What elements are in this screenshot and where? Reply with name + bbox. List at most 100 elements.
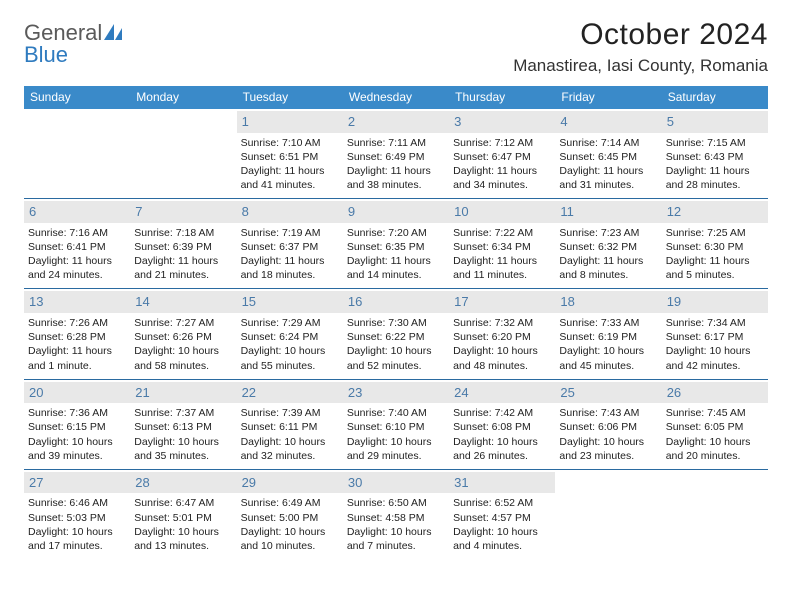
day-number-row: 6 xyxy=(24,201,130,223)
day-number-row: 31 xyxy=(449,472,555,494)
day-number-row: 14 xyxy=(130,291,236,313)
sunset-text: Sunset: 6:43 PM xyxy=(666,150,764,164)
day-number: 5 xyxy=(667,114,674,129)
calendar-day: 8Sunrise: 7:19 AMSunset: 6:37 PMDaylight… xyxy=(237,199,343,288)
day-number-row: 9 xyxy=(343,201,449,223)
calendar-week: 6Sunrise: 7:16 AMSunset: 6:41 PMDaylight… xyxy=(24,198,768,288)
sunset-text: Sunset: 6:45 PM xyxy=(559,150,657,164)
day-number-row: 19 xyxy=(662,291,768,313)
sunrise-text: Sunrise: 7:27 AM xyxy=(134,316,232,330)
calendar-day: 6Sunrise: 7:16 AMSunset: 6:41 PMDaylight… xyxy=(24,199,130,288)
day-number: 30 xyxy=(348,475,362,490)
sunrise-text: Sunrise: 7:34 AM xyxy=(666,316,764,330)
day-number-row: 16 xyxy=(343,291,449,313)
calendar-day: 30Sunrise: 6:50 AMSunset: 4:58 PMDayligh… xyxy=(343,470,449,559)
day-number: 17 xyxy=(454,294,468,309)
daylight-text: Daylight: 10 hours and 58 minutes. xyxy=(134,344,232,372)
daylight-text: Daylight: 10 hours and 42 minutes. xyxy=(666,344,764,372)
sunrise-text: Sunrise: 7:16 AM xyxy=(28,226,126,240)
sunset-text: Sunset: 6:47 PM xyxy=(453,150,551,164)
day-number: 28 xyxy=(135,475,149,490)
sunrise-text: Sunrise: 7:43 AM xyxy=(559,406,657,420)
daylight-text: Daylight: 11 hours and 5 minutes. xyxy=(666,254,764,282)
day-number-row: 4 xyxy=(555,111,661,133)
day-number: 6 xyxy=(29,204,36,219)
calendar-day: 21Sunrise: 7:37 AMSunset: 6:13 PMDayligh… xyxy=(130,380,236,469)
calendar-page: General Blue October 2024 Manastirea, Ia… xyxy=(0,0,792,559)
calendar-day: 11Sunrise: 7:23 AMSunset: 6:32 PMDayligh… xyxy=(555,199,661,288)
calendar-day: 4 Sunrise: 7:14 AMSunset: 6:45 PMDaylight… xyxy=(555,109,661,198)
daylight-text: Daylight: 11 hours and 28 minutes. xyxy=(666,164,764,192)
day-number: 4 xyxy=(560,114,567,129)
day-number-row: 21 xyxy=(130,382,236,404)
day-number-row: 24 xyxy=(449,382,555,404)
brand-part2: Blue xyxy=(24,42,68,67)
sunset-text: Sunset: 6:19 PM xyxy=(559,330,657,344)
sunset-text: Sunset: 6:32 PM xyxy=(559,240,657,254)
sunset-text: Sunset: 6:51 PM xyxy=(241,150,339,164)
day-number-row: 3 xyxy=(449,111,555,133)
sunset-text: Sunset: 6:39 PM xyxy=(134,240,232,254)
day-number-row: 26 xyxy=(662,382,768,404)
day-number: 18 xyxy=(560,294,574,309)
calendar-week: 20Sunrise: 7:36 AMSunset: 6:15 PMDayligh… xyxy=(24,379,768,469)
sunset-text: Sunset: 6:11 PM xyxy=(241,420,339,434)
day-number-row: 28 xyxy=(130,472,236,494)
sunset-text: Sunset: 6:06 PM xyxy=(559,420,657,434)
daylight-text: Daylight: 10 hours and 39 minutes. xyxy=(28,435,126,463)
daylight-text: Daylight: 10 hours and 10 minutes. xyxy=(241,525,339,553)
calendar-day: 29Sunrise: 6:49 AMSunset: 5:00 PMDayligh… xyxy=(237,470,343,559)
day-number-row: 25 xyxy=(555,382,661,404)
calendar-day: 20Sunrise: 7:36 AMSunset: 6:15 PMDayligh… xyxy=(24,380,130,469)
day-number-row: 15 xyxy=(237,291,343,313)
calendar-day: 25Sunrise: 7:43 AMSunset: 6:06 PMDayligh… xyxy=(555,380,661,469)
daylight-text: Daylight: 11 hours and 21 minutes. xyxy=(134,254,232,282)
day-number: 23 xyxy=(348,385,362,400)
sunrise-text: Sunrise: 7:18 AM xyxy=(134,226,232,240)
sunset-text: Sunset: 5:01 PM xyxy=(134,511,232,525)
day-number-row: 1 xyxy=(237,111,343,133)
sunset-text: Sunset: 6:13 PM xyxy=(134,420,232,434)
day-number: 12 xyxy=(667,204,681,219)
calendar-day-empty xyxy=(130,109,236,198)
day-number: 1 xyxy=(242,114,249,129)
sunset-text: Sunset: 6:26 PM xyxy=(134,330,232,344)
calendar-day: 26Sunrise: 7:45 AMSunset: 6:05 PMDayligh… xyxy=(662,380,768,469)
calendar: SundayMondayTuesdayWednesdayThursdayFrid… xyxy=(24,86,768,559)
calendar-day: 3Sunrise: 7:12 AMSunset: 6:47 PMDaylight… xyxy=(449,109,555,198)
sunrise-text: Sunrise: 7:20 AM xyxy=(347,226,445,240)
calendar-day-empty xyxy=(24,109,130,198)
calendar-day: 14 Sunrise: 7:27 AMSunset: 6:26 PMDayligh… xyxy=(130,289,236,378)
daylight-text: Daylight: 11 hours and 38 minutes. xyxy=(347,164,445,192)
day-number: 29 xyxy=(242,475,256,490)
day-number-row: 5 xyxy=(662,111,768,133)
sunrise-text: Sunrise: 7:37 AM xyxy=(134,406,232,420)
day-number-row: 18 xyxy=(555,291,661,313)
daylight-text: Daylight: 11 hours and 14 minutes. xyxy=(347,254,445,282)
calendar-day: 24Sunrise: 7:42 AMSunset: 6:08 PMDayligh… xyxy=(449,380,555,469)
daylight-text: Daylight: 10 hours and 45 minutes. xyxy=(559,344,657,372)
day-number-row: 30 xyxy=(343,472,449,494)
sunrise-text: Sunrise: 7:11 AM xyxy=(347,136,445,150)
daylight-text: Daylight: 11 hours and 41 minutes. xyxy=(241,164,339,192)
sunset-text: Sunset: 6:15 PM xyxy=(28,420,126,434)
day-number: 3 xyxy=(454,114,461,129)
day-number: 21 xyxy=(135,385,149,400)
day-number: 14 xyxy=(135,294,149,309)
calendar-day: 28Sunrise: 6:47 AMSunset: 5:01 PMDayligh… xyxy=(130,470,236,559)
sunrise-text: Sunrise: 6:46 AM xyxy=(28,496,126,510)
daylight-text: Daylight: 10 hours and 52 minutes. xyxy=(347,344,445,372)
day-number: 26 xyxy=(667,385,681,400)
sunrise-text: Sunrise: 7:36 AM xyxy=(28,406,126,420)
daylight-text: Daylight: 11 hours and 31 minutes. xyxy=(559,164,657,192)
calendar-week: 1Sunrise: 7:10 AMSunset: 6:51 PMDaylight… xyxy=(24,109,768,198)
sunrise-text: Sunrise: 7:15 AM xyxy=(666,136,764,150)
weekday-header: Friday xyxy=(555,86,661,109)
sunrise-text: Sunrise: 7:30 AM xyxy=(347,316,445,330)
daylight-text: Daylight: 11 hours and 1 minute. xyxy=(28,344,126,372)
page-header: General Blue October 2024 Manastirea, Ia… xyxy=(24,18,768,76)
day-number: 24 xyxy=(454,385,468,400)
day-number: 11 xyxy=(560,204,574,219)
weekday-header: Tuesday xyxy=(237,86,343,109)
sunrise-text: Sunrise: 7:14 AM xyxy=(559,136,657,150)
